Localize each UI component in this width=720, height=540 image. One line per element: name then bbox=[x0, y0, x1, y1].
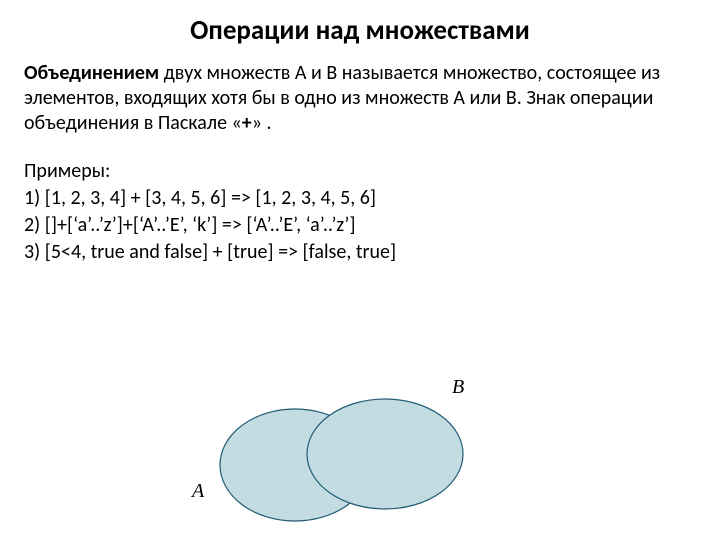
example-line-2: 2) []+[‘a’..’z’]+[‘A’..’E’, ‘k’] => [‘A’… bbox=[24, 212, 696, 239]
venn-label-a: A bbox=[192, 480, 204, 503]
definition-paragraph: Объединением двух множеств A и B называе… bbox=[24, 61, 696, 136]
venn-svg bbox=[180, 380, 540, 540]
plus-sign: + bbox=[242, 111, 252, 135]
slide: { "title": "Операции над множествами", "… bbox=[0, 0, 720, 540]
venn-diagram: A B bbox=[180, 380, 540, 540]
venn-circle-b bbox=[307, 399, 463, 509]
example-line-3: 3) [5<4, true and false] + [true] => [fa… bbox=[24, 239, 696, 266]
definition-text-2: » . bbox=[252, 111, 272, 135]
examples-header: Примеры: bbox=[24, 158, 696, 185]
venn-label-b: B bbox=[452, 376, 464, 399]
examples-block: Примеры: 1) [1, 2, 3, 4] + [3, 4, 5, 6] … bbox=[24, 158, 696, 266]
lead-word: Объединением bbox=[24, 61, 164, 85]
example-line-1: 1) [1, 2, 3, 4] + [3, 4, 5, 6] => [1, 2,… bbox=[24, 185, 696, 212]
page-title: Операции над множествами bbox=[24, 14, 696, 47]
